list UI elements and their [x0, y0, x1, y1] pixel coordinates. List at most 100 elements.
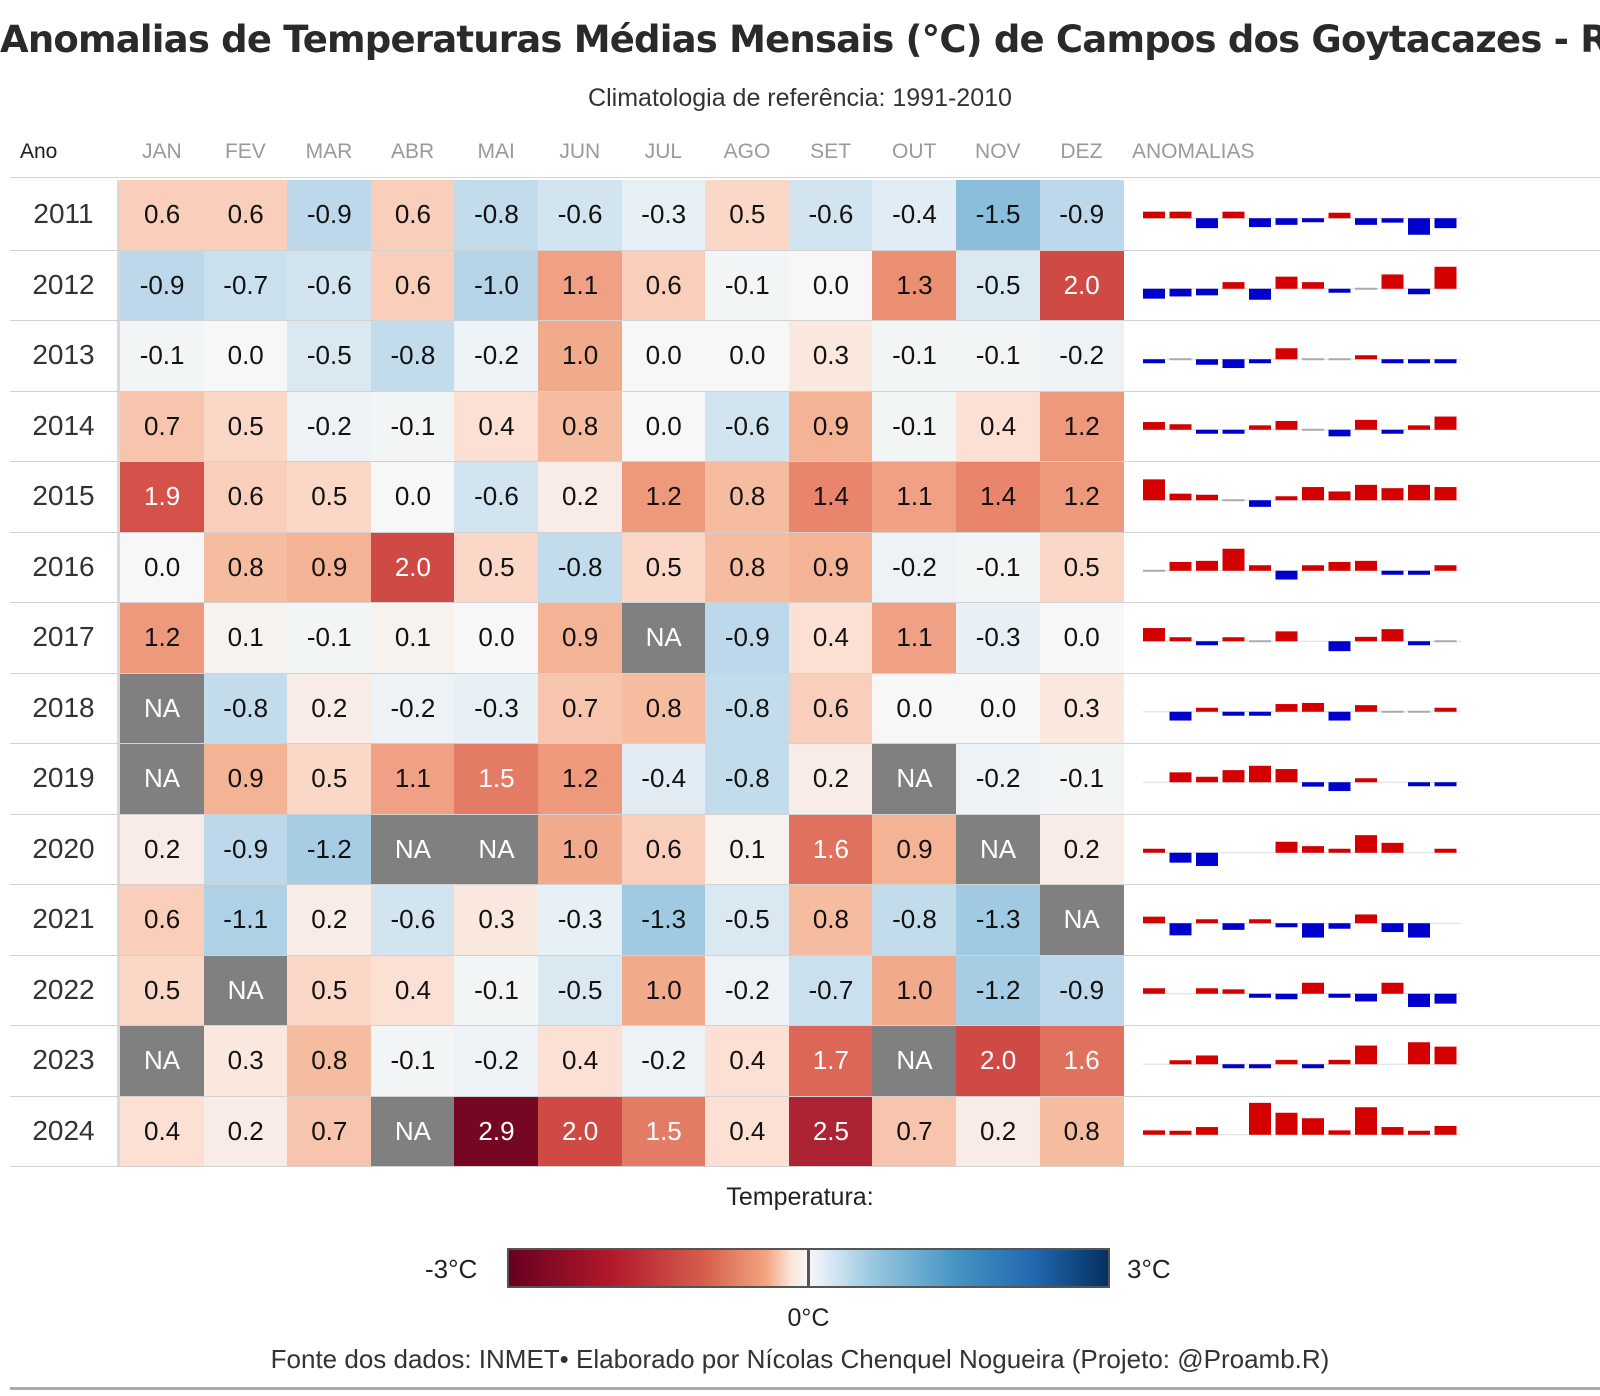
heatmap-cell: -0.8	[203, 673, 288, 743]
column-header-ago: AGO	[723, 140, 771, 163]
header-rule	[10, 177, 1600, 178]
sparkline-bar	[1328, 848, 1351, 853]
heatmap-cell: NA	[120, 744, 205, 814]
sparkline-bar	[1222, 989, 1245, 994]
heatmap-cell: 0.2	[956, 1096, 1041, 1166]
heatmap-cell: 0.0	[454, 603, 539, 673]
sparkline-bar	[1408, 570, 1430, 575]
heatmap-cell: -0.5	[538, 955, 623, 1025]
heatmap-cell: 0.9	[788, 391, 873, 461]
heatmap-cell: 0.0	[872, 673, 957, 743]
sparkline-bar	[1169, 424, 1192, 430]
column-header-anomalias: ANOMALIAS	[1132, 140, 1255, 163]
sparkline-bar	[1355, 218, 1377, 225]
sparkline-bar	[1249, 1064, 1271, 1069]
year-label: 2020	[32, 832, 95, 864]
heatmap-cell: -0.7	[203, 250, 288, 320]
sparkline-bar	[1302, 218, 1324, 223]
heatmap-cell: -0.1	[872, 391, 957, 461]
sparkline-bar	[1196, 919, 1218, 924]
row-rule	[10, 531, 1600, 533]
row-rule	[10, 461, 1600, 462]
heatmap-cell: -0.2	[621, 1026, 706, 1096]
year-label: 2023	[32, 1044, 95, 1076]
heatmap-cell: 0.4	[538, 1026, 623, 1096]
sparkline-bar	[1275, 1112, 1298, 1135]
heatmap-cell: 0.4	[788, 603, 873, 673]
sparkline-bar	[1249, 425, 1271, 430]
heatmap-cell: 0.9	[788, 532, 873, 602]
year-divider	[117, 180, 120, 1167]
sparkline-bar	[1249, 218, 1271, 228]
heatmap-cell: -0.4	[872, 180, 957, 250]
sparkline-bar	[1381, 359, 1404, 364]
sparkline-bar	[1249, 1102, 1271, 1135]
heatmap-cell: 1.0	[538, 321, 623, 391]
sparkline-bar	[1249, 640, 1271, 643]
sparkline-bar	[1222, 282, 1245, 289]
sparkline-bar	[1434, 707, 1457, 712]
heatmap-cell: -0.7	[788, 955, 873, 1025]
heatmap-cell: 0.4	[705, 1096, 790, 1166]
sparkline-bar	[1328, 561, 1351, 571]
sparkline-bar	[1143, 359, 1165, 364]
heatmap-cell: -0.2	[872, 532, 957, 602]
sparkline-bar	[1302, 282, 1324, 289]
sparkline-bar	[1328, 923, 1351, 929]
heatmap-cell: -0.3	[956, 603, 1041, 673]
heatmap-cell: -0.6	[788, 180, 873, 250]
sparkline-bar	[1275, 923, 1298, 928]
heatmap-cell: 0.2	[788, 744, 873, 814]
heatmap-cell: 1.1	[538, 250, 623, 320]
sparkline-bar	[1434, 1125, 1457, 1135]
bottom-rule	[10, 1387, 1600, 1390]
sparkline-bar	[1328, 491, 1351, 501]
heatmap-cell: 0.6	[370, 180, 455, 250]
sparkline-bar	[1328, 358, 1351, 361]
sparkline-bar	[1196, 1127, 1218, 1135]
heatmap-cell: 1.1	[370, 744, 455, 814]
sparkline-bar	[1408, 641, 1430, 646]
sparkline-bar	[1408, 425, 1430, 430]
row-rule	[10, 390, 1600, 392]
heatmap-cell: NA	[1039, 885, 1124, 955]
heatmap-cell: 0.1	[370, 603, 455, 673]
sparkline-bar	[1196, 641, 1218, 646]
sparkline-bar	[1275, 570, 1298, 580]
sparkline-bar	[1222, 770, 1245, 783]
heatmap-cell: 0.5	[120, 955, 205, 1025]
heatmap-cell: 0.4	[120, 1096, 205, 1166]
sparkline-bar	[1302, 982, 1324, 994]
sparkline-bar	[1196, 218, 1218, 229]
sparkline-bar	[1249, 359, 1271, 364]
sparkline-bar	[1328, 993, 1351, 998]
heatmap-cell: 0.5	[621, 532, 706, 602]
heatmap-cell: -0.6	[454, 462, 539, 532]
heatmap-cell: 1.5	[621, 1096, 706, 1166]
heatmap-cell: -0.2	[370, 673, 455, 743]
heatmap-cell: NA	[621, 603, 706, 673]
sparkline-bar	[1328, 212, 1351, 219]
heatmap-cell: -0.5	[705, 885, 790, 955]
sparkline-bar	[1169, 923, 1192, 936]
heatmap-cell: 0.8	[203, 532, 288, 602]
sparkline-bar	[1275, 1059, 1298, 1065]
heatmap-cell: -0.1	[370, 1026, 455, 1096]
legend-zero-tick	[807, 1250, 810, 1286]
sparkline-bar	[1355, 778, 1377, 783]
heatmap-cell: 1.0	[872, 955, 957, 1025]
heatmap-cell: NA	[872, 744, 957, 814]
year-label: 2016	[32, 550, 95, 582]
sparkline-bar	[1355, 560, 1377, 571]
sparkline-bar	[1408, 1042, 1430, 1065]
sparkline-bar	[1169, 211, 1192, 219]
sparkline-bar	[1434, 487, 1457, 501]
sparkline-bar	[1328, 1130, 1351, 1135]
sparkline-bar	[1169, 561, 1192, 571]
year-label: 2014	[32, 409, 95, 441]
heatmap-cell: NA	[120, 1026, 205, 1096]
heatmap-cell: 1.2	[120, 603, 205, 673]
heatmap-cell: -0.6	[705, 391, 790, 461]
legend-zero-label: 0°C	[787, 1304, 830, 1332]
sparkline-bar	[1355, 484, 1377, 501]
